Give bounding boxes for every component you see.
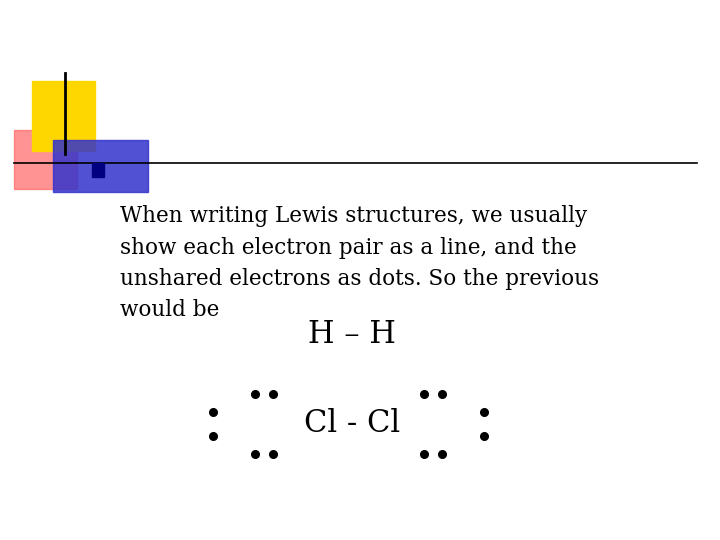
Text: H – H: H – H (308, 319, 396, 350)
Bar (14, 130, 78, 189)
Bar (53, 140, 148, 192)
Text: When writing Lewis structures, we usually
show each electron pair as a line, and: When writing Lewis structures, we usuall… (120, 205, 599, 321)
Bar (91, 163, 104, 177)
Text: Cl - Cl: Cl - Cl (304, 408, 400, 440)
Bar (32, 81, 95, 151)
